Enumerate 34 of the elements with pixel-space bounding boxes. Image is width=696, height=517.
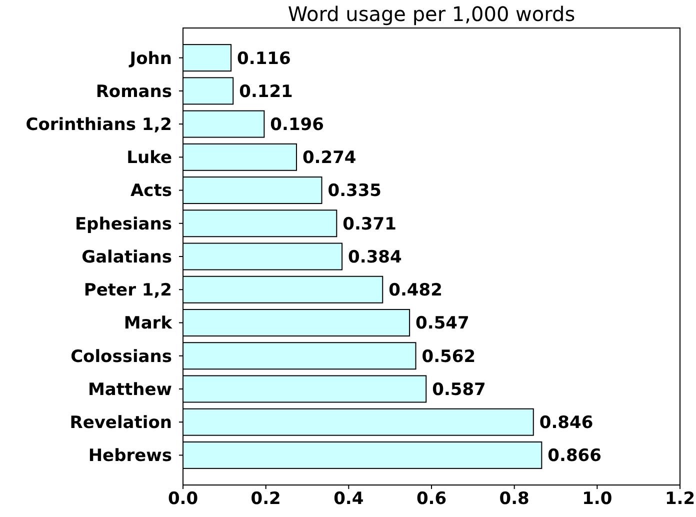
data-label: 0.116 bbox=[237, 48, 291, 69]
y-tick-label: Hebrews bbox=[88, 446, 172, 466]
data-label: 0.384 bbox=[348, 247, 402, 268]
data-label: 0.482 bbox=[388, 280, 442, 301]
y-tick-label: Corinthians 1,2 bbox=[26, 114, 172, 135]
x-tick-label: 0.8 bbox=[499, 489, 530, 509]
data-label: 0.371 bbox=[342, 214, 396, 234]
x-tick-label: 0.6 bbox=[416, 489, 447, 509]
data-label: 0.846 bbox=[539, 413, 594, 434]
y-tick-label: Luke bbox=[126, 148, 172, 168]
data-label: 0.121 bbox=[239, 82, 293, 102]
data-label: 0.274 bbox=[302, 148, 356, 168]
y-tick-label: Colossians bbox=[70, 346, 172, 367]
data-label: 0.196 bbox=[270, 114, 324, 135]
chart-title: Word usage per 1,000 words bbox=[288, 2, 576, 26]
y-tick-label: Acts bbox=[130, 181, 172, 202]
x-tick-label: 0.2 bbox=[250, 489, 281, 509]
data-label: 0.547 bbox=[416, 314, 470, 334]
y-tick-label: Matthew bbox=[88, 380, 172, 400]
data-label: 0.335 bbox=[328, 181, 382, 202]
y-tick-label: Peter 1,2 bbox=[84, 280, 172, 301]
x-tick-label: 0.0 bbox=[168, 489, 198, 509]
y-tick-label: John bbox=[128, 48, 172, 69]
y-tick-label: Ephesians bbox=[74, 214, 172, 234]
data-label: 0.587 bbox=[432, 380, 486, 400]
data-label: 0.562 bbox=[422, 346, 476, 367]
y-tick-label: Mark bbox=[124, 314, 173, 334]
data-label: 0.866 bbox=[548, 446, 602, 466]
y-tick-label: Romans bbox=[96, 82, 172, 102]
y-tick-label: Revelation bbox=[70, 413, 172, 434]
x-tick-label: 1.2 bbox=[664, 489, 696, 509]
x-tick-label: 0.4 bbox=[334, 489, 364, 509]
x-tick-label: 1.0 bbox=[582, 489, 612, 509]
y-tick-label: Galatians bbox=[82, 247, 172, 268]
